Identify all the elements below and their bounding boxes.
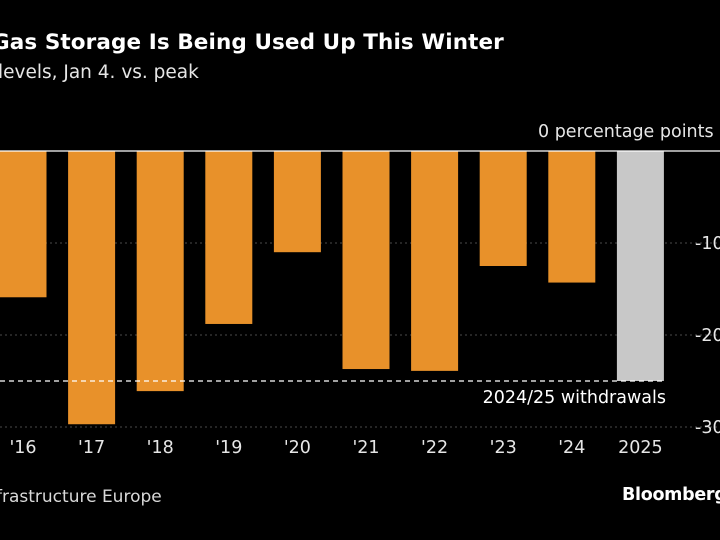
- source-note: frastructure Europe: [0, 487, 162, 507]
- bar: [273, 151, 321, 253]
- bar: [411, 151, 459, 371]
- x-tick-label: '19: [215, 438, 242, 458]
- chart-subtitle: levels, Jan 4. vs. peak: [0, 62, 199, 83]
- x-tick-label: '17: [78, 438, 105, 458]
- x-tick-label: 2025: [618, 438, 663, 458]
- x-tick-label: '20: [284, 438, 311, 458]
- reference-line-label: 2024/25 withdrawals: [483, 388, 666, 408]
- y-tick-label: 0 percentage points: [538, 122, 714, 142]
- y-tick-label: -30: [695, 418, 720, 438]
- x-tick-label: '24: [558, 438, 585, 458]
- x-tick-label: '23: [490, 438, 517, 458]
- x-tick-label: '22: [421, 438, 448, 458]
- bar: [548, 151, 596, 283]
- bar: [616, 151, 664, 381]
- bar: [0, 151, 47, 298]
- x-tick-label: '21: [352, 438, 379, 458]
- chart-title: Gas Storage Is Being Used Up This Winter: [0, 30, 504, 55]
- bar: [136, 151, 184, 392]
- x-tick-label: '18: [147, 438, 174, 458]
- bar: [205, 151, 253, 324]
- x-tick-label: '16: [9, 438, 36, 458]
- y-tick-label: -20: [695, 326, 720, 346]
- bar: [68, 151, 116, 425]
- y-tick-label: -10: [695, 234, 720, 254]
- bar: [342, 151, 390, 370]
- bloomberg-logo: Bloomberg: [622, 485, 720, 505]
- bar: [479, 151, 527, 266]
